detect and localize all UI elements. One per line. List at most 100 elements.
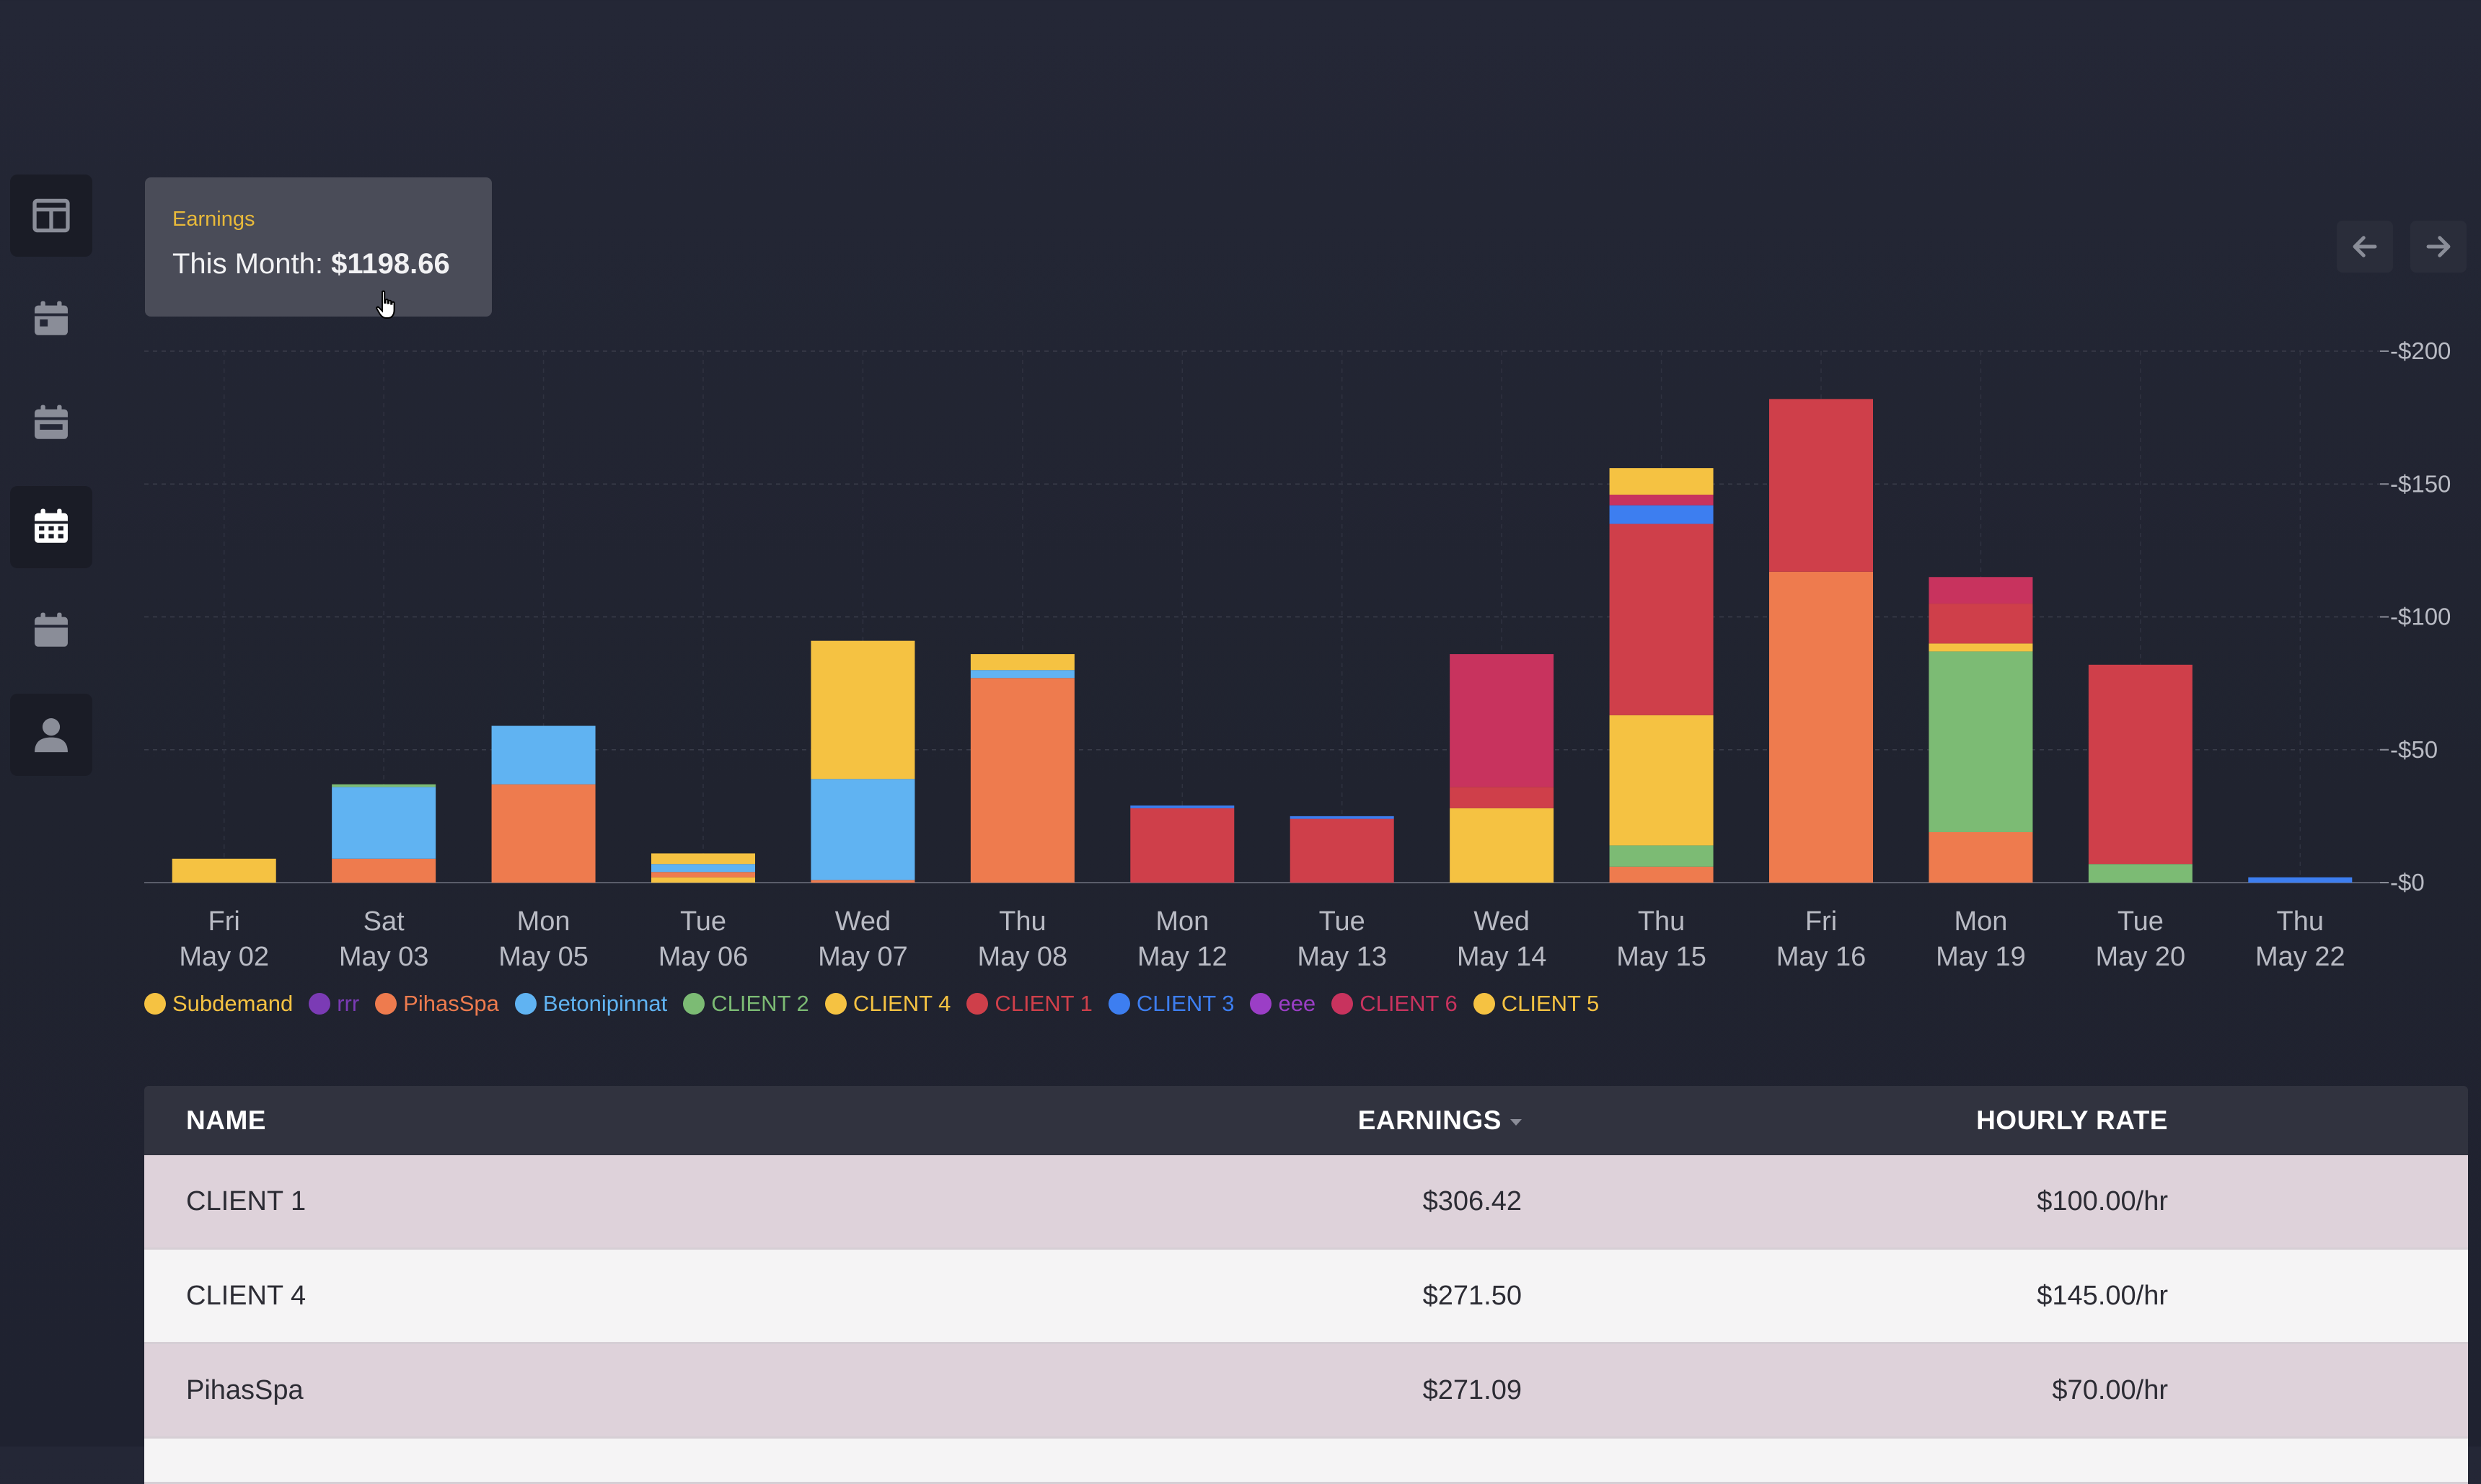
legend-label: PihasSpa [403,991,499,1016]
legend-item[interactable]: CLIENT 6 [1331,991,1458,1017]
x-tick-label-date: May 03 [339,942,429,972]
bar-segment [2088,864,2193,883]
x-tick-label-date: May 02 [179,942,269,972]
legend-item[interactable]: Subdemand [144,991,293,1017]
bar-segment [1929,831,2033,883]
sidebar-item-dashboard[interactable] [10,175,92,257]
x-tick-label-date: May 22 [2255,942,2345,972]
bar-segment [1929,643,2033,652]
y-tick-label: -$0 [2390,869,2425,896]
x-tick-label-date: May 08 [978,942,1068,972]
bar-segment [970,678,1075,883]
bar-segment [651,872,755,878]
table-row[interactable] [144,1439,2468,1484]
arrow-right-icon [2426,236,2451,257]
client-hourly-rate: $70.00/hr [2052,1375,2168,1405]
y-tick-label: -$100 [2390,604,2451,630]
sort-descending-icon [1510,1118,1522,1126]
x-tick-label-date: May 12 [1137,942,1228,972]
arrow-left-icon [2353,236,2377,257]
legend-item[interactable]: CLIENT 4 [824,991,951,1017]
bar-segment [332,784,436,787]
bar-segment [1769,399,1873,572]
legend-swatch [824,993,847,1015]
earnings-table: NAME EARNINGS HOURLY RATE CLIENT 1 $306.… [144,1086,2468,1484]
legend-item[interactable]: CLIENT 2 [683,991,809,1017]
legend-item[interactable]: rrr [309,991,359,1017]
x-tick-label-date: May 15 [1616,942,1706,972]
column-header-hourly-rate[interactable]: HOURLY RATE [1976,1105,2168,1135]
legend-item[interactable]: CLIENT 1 [966,991,1093,1017]
bar-segment [491,725,596,785]
table-row[interactable]: CLIENT 1 $306.42 $100.00/hr [144,1155,2468,1250]
bar-segment [1929,577,2033,604]
sidebar-item-year[interactable] [10,590,92,672]
bar-segment [1609,845,1714,867]
x-tick-label-date: May 19 [1936,942,2026,972]
x-tick-label-date: May 16 [1776,942,1867,972]
table-row[interactable]: CLIENT 4 $271.50 $145.00/hr [144,1250,2468,1344]
bar-segment [332,787,436,859]
chart-legend: Subdemand rrr PihasSpa Betonipinnat CLIENT 2… [144,991,1599,1017]
legend-swatch [966,993,989,1015]
bar-segment [651,877,755,883]
sidebar-item-month[interactable] [10,486,92,568]
x-tick-label-date: May 05 [498,942,589,972]
summary-prefix: This Month: [172,248,332,280]
sidebar-item-week[interactable] [10,382,92,464]
bar-segment [1609,715,1714,846]
bar-segment [2248,877,2353,883]
legend-label: CLIENT 2 [711,991,809,1016]
legend-item[interactable]: CLIENT 5 [1473,991,1599,1017]
bar-segment [1450,654,1554,787]
legend-item[interactable]: eee [1250,991,1316,1017]
column-header-name[interactable]: NAME [186,1105,266,1135]
next-period-button[interactable] [2410,221,2467,273]
bar-segment [1130,805,1235,808]
bar-segment [651,853,755,865]
bar-segment [1130,808,1235,883]
table-header: NAME EARNINGS HOURLY RATE [144,1086,2468,1155]
client-name: CLIENT 4 [186,1281,307,1311]
legend-item[interactable]: PihasSpa [375,991,499,1017]
legend-swatch [1250,993,1272,1015]
legend-swatch [1331,993,1354,1015]
x-tick-label-day: Wed [835,906,891,937]
x-tick-label-date: May 06 [658,942,749,972]
sidebar-item-profile[interactable] [10,694,92,776]
legend-item[interactable]: Betonipinnat [514,991,667,1017]
legend-swatch [1108,993,1130,1015]
earnings-chart: -$0 -$50 -$100 -$150 -$200 Fri May 02 Sat May 03… [144,337,2451,972]
bar-segment [1929,651,2033,832]
bar-segment [1609,505,1714,524]
legend-swatch [514,993,537,1015]
legend-label: CLIENT 6 [1360,991,1458,1016]
legend-label: rrr [337,991,360,1016]
x-tick-label-day: Mon [517,906,570,937]
table-row[interactable]: PihasSpa $271.09 $70.00/hr [144,1344,2468,1439]
bar-segment [332,858,436,883]
summary-value: $1198.66 [331,248,450,280]
legend-label: CLIENT 1 [995,991,1093,1016]
calendar-week-icon [35,405,68,439]
hand-cursor-icon [376,290,395,319]
client-name: CLIENT 1 [186,1186,307,1216]
legend-swatch [683,993,705,1015]
y-tick-label: -$50 [2390,736,2438,763]
sidebar-item-day[interactable] [10,278,92,361]
calendar-month-icon [35,508,68,543]
x-tick-label-date: May 13 [1297,942,1387,972]
legend-item[interactable]: CLIENT 3 [1108,991,1234,1017]
client-hourly-rate: $100.00/hr [2037,1186,2168,1216]
column-header-earnings[interactable]: EARNINGS [1358,1086,1522,1155]
previous-period-button[interactable] [2337,221,2393,273]
bar-segment [1609,494,1714,505]
bar-segment [1290,818,1394,883]
column-header-earnings-label: EARNINGS [1357,1105,1502,1135]
legend-label: Subdemand [172,991,294,1016]
bar-segment [1290,816,1394,819]
legend-label: CLIENT 4 [852,991,951,1016]
client-hourly-rate: $145.00/hr [2037,1281,2168,1311]
client-earnings: $271.09 [1422,1375,1522,1405]
x-tick-label-day: Mon [1155,906,1209,937]
